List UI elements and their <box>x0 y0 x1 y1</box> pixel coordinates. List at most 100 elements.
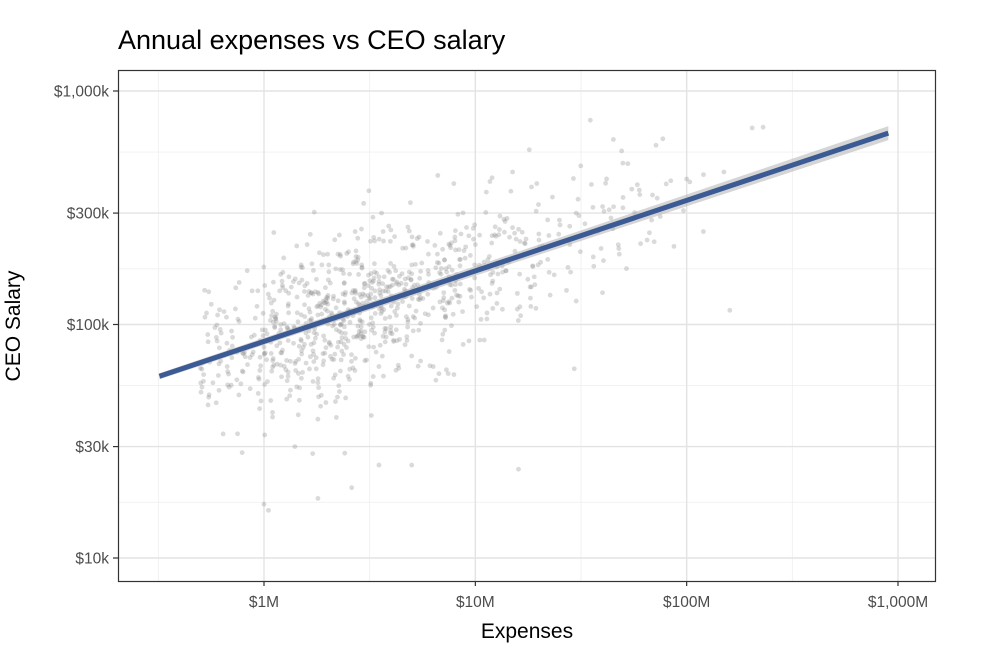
scatter-point <box>279 374 284 380</box>
scatter-point <box>284 396 290 402</box>
scatter-point <box>266 507 271 513</box>
scatter-point <box>388 227 394 233</box>
scatter-point <box>415 296 421 302</box>
scatter-point <box>687 179 693 185</box>
scatter-point <box>379 309 385 314</box>
scatter-point <box>427 363 433 369</box>
scatter-point <box>487 291 493 297</box>
scatter-point <box>582 221 588 227</box>
scatter-point <box>333 327 339 333</box>
scatter-point <box>368 291 374 297</box>
scatter-point <box>281 255 287 261</box>
scatter-point <box>239 368 245 374</box>
scatter-point <box>358 331 364 337</box>
scatter-point <box>321 300 327 305</box>
scatter-point <box>270 308 276 314</box>
scatter-point <box>280 269 286 275</box>
scatter-point <box>285 325 290 331</box>
scatter-point <box>352 290 358 296</box>
scatter-point <box>350 288 356 294</box>
scatter-point <box>356 329 362 334</box>
scatter-point <box>287 358 293 364</box>
scatter-point <box>510 225 515 231</box>
scatter-point <box>320 351 326 357</box>
scatter-point <box>335 394 340 400</box>
scatter-point <box>517 304 523 310</box>
scatter-point <box>501 216 507 222</box>
scatter-point <box>387 269 393 275</box>
scatter-point <box>471 236 476 242</box>
scatter-point <box>395 362 401 368</box>
scatter-point <box>451 181 457 187</box>
scatter-point <box>501 229 507 235</box>
scatter-point <box>262 432 268 438</box>
scatter-point <box>341 324 347 330</box>
scatter-point <box>497 227 502 232</box>
scatter-point <box>261 501 267 507</box>
scatter-point <box>269 368 275 374</box>
scatter-point <box>468 287 474 293</box>
scatter-point <box>565 264 571 270</box>
scatter-point <box>319 311 325 317</box>
scatter-point <box>354 261 360 266</box>
scatter-point <box>280 347 285 353</box>
scatter-point <box>310 451 316 456</box>
scatter-point <box>333 415 339 420</box>
scatter-point <box>296 356 302 362</box>
scatter-point <box>296 397 302 403</box>
scatter-point <box>663 181 669 187</box>
scatter-point <box>402 276 408 282</box>
scatter-point <box>528 284 534 290</box>
scatter-point <box>405 224 411 230</box>
scatter-point <box>365 283 371 288</box>
scatter-point <box>256 375 261 380</box>
scatter-point <box>335 251 341 257</box>
scatter-point <box>359 265 365 271</box>
scatter-point <box>409 234 415 240</box>
scatter-point <box>251 332 257 338</box>
scatter-point <box>328 310 334 316</box>
scatter-point <box>343 395 349 401</box>
scatter-point <box>385 289 391 294</box>
scatter-point <box>265 291 271 297</box>
scatter-point <box>456 299 462 305</box>
scatter-point <box>352 229 358 234</box>
scatter-point <box>376 281 382 287</box>
scatter-point <box>349 485 355 491</box>
scatter-point <box>485 257 491 263</box>
scatter-point <box>259 327 265 333</box>
scatter-point <box>470 225 476 231</box>
scatter-point <box>228 382 234 388</box>
scatter-point <box>210 380 216 386</box>
scatter-point <box>236 280 242 285</box>
scatter-point <box>370 374 376 379</box>
scatter-point <box>352 287 358 293</box>
scatter-point <box>409 262 415 268</box>
scatter-point <box>405 317 411 322</box>
scatter-point <box>637 192 643 198</box>
scatter-point <box>533 305 539 311</box>
scatter-point <box>331 322 337 327</box>
scatter-point <box>590 254 596 260</box>
scatter-point <box>370 278 376 284</box>
scatter-point <box>380 333 386 339</box>
scatter-point <box>377 290 383 296</box>
scatter-point <box>355 323 361 329</box>
scatter-point <box>325 293 331 298</box>
scatter-point <box>545 217 551 223</box>
scatter-point <box>286 301 291 307</box>
scatter-point <box>490 306 496 311</box>
scatter-point <box>477 337 483 343</box>
scatter-point <box>308 290 314 296</box>
scatter-point <box>247 355 253 360</box>
scatter-point <box>362 292 368 298</box>
scatter-point <box>343 335 349 341</box>
scatter-point <box>404 334 410 340</box>
scatter-point <box>262 382 267 387</box>
scatter-point <box>472 242 478 247</box>
scatter-point <box>298 264 304 270</box>
scatter-point <box>668 178 674 184</box>
scatter-point <box>318 403 323 409</box>
scatter-point <box>339 321 344 327</box>
scatter-point <box>410 242 416 248</box>
